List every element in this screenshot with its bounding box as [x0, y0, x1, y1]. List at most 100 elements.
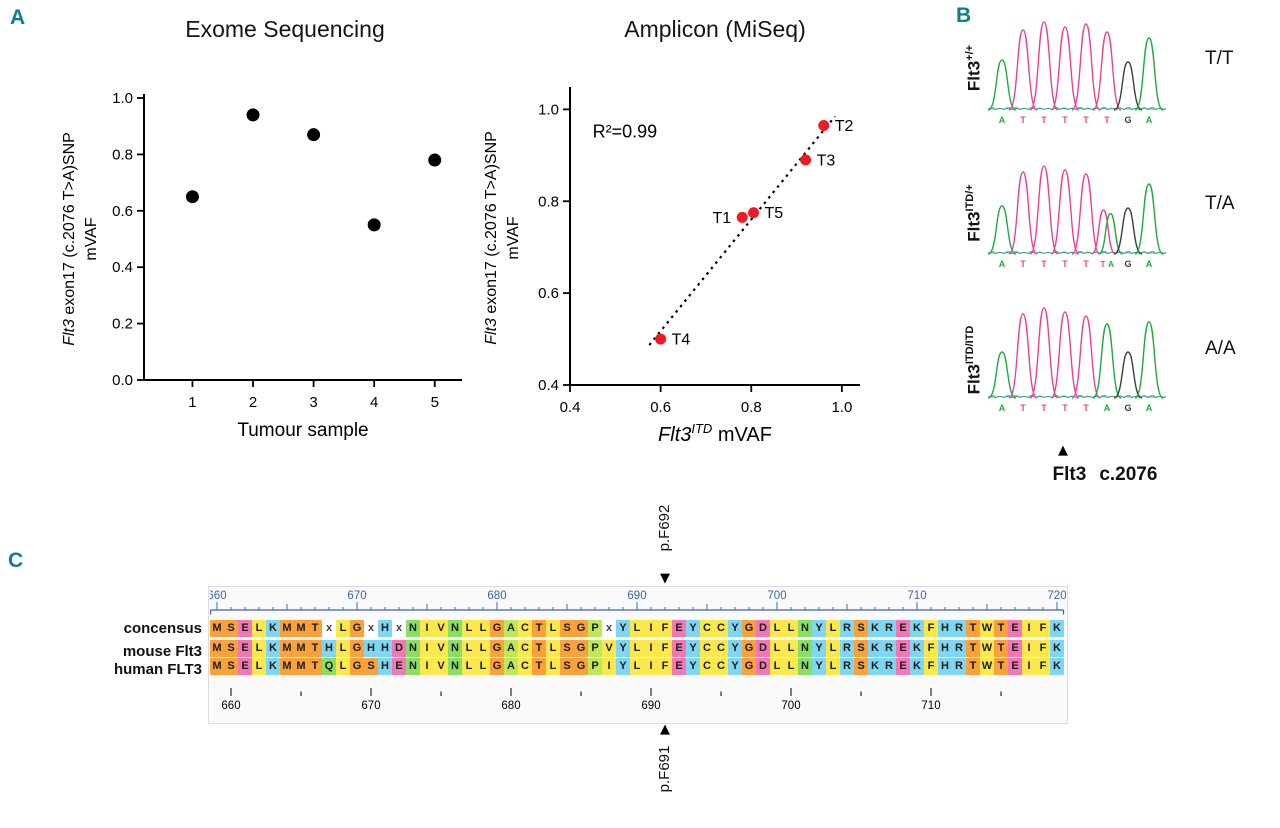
- svg-text:T5: T5: [765, 205, 784, 222]
- svg-text:710: 710: [921, 700, 940, 712]
- svg-text:T: T: [1062, 115, 1068, 125]
- down-triangle-icon: ▼: [660, 571, 670, 586]
- aa-cell: E: [672, 640, 686, 657]
- aa-cell: H: [938, 640, 952, 657]
- aa-cell: T: [966, 640, 980, 657]
- aa-cell: L: [826, 620, 840, 637]
- aa-cell: W: [980, 620, 994, 637]
- aa-cell: H: [364, 640, 378, 657]
- svg-text:0.4: 0.4: [112, 259, 133, 276]
- aa-cell: L: [770, 658, 784, 675]
- aa-cell: S: [560, 658, 574, 675]
- aa-cell: E: [392, 658, 406, 675]
- svg-text:A: A: [1108, 260, 1114, 269]
- svg-text:G: G: [1124, 115, 1131, 125]
- aa-cell: F: [924, 658, 938, 675]
- svg-text:mVAF: mVAF: [505, 216, 522, 259]
- aa-cell: L: [462, 620, 476, 637]
- aa-cell: L: [252, 620, 266, 637]
- chromatogram-peak: [1071, 23, 1101, 111]
- aa-cell: M: [210, 620, 224, 637]
- aa-cell: L: [826, 640, 840, 657]
- aa-cell: F: [1036, 620, 1050, 637]
- aa-cell: D: [756, 658, 770, 675]
- aa-cell: R: [952, 620, 966, 637]
- aa-cell: S: [364, 658, 378, 675]
- aa-cell: L: [784, 658, 798, 675]
- chromatogram-peak: [1134, 321, 1164, 399]
- aa-cell: S: [854, 640, 868, 657]
- chromatogram-peak: [1113, 61, 1143, 111]
- aa-cell: M: [210, 640, 224, 657]
- aa-cell: Y: [616, 640, 630, 657]
- svg-text:T: T: [1083, 115, 1089, 125]
- aa-cell: S: [560, 620, 574, 637]
- svg-text:T: T: [1041, 259, 1047, 269]
- aa-cell: S: [854, 658, 868, 675]
- aa-cell: C: [714, 658, 728, 675]
- data-point-T1: [736, 211, 748, 223]
- svg-text:700: 700: [781, 700, 800, 712]
- data-point-T2: [818, 119, 830, 131]
- aa-cell: T: [994, 658, 1008, 675]
- aa-cell: K: [266, 658, 280, 675]
- aa-cell: G: [490, 658, 504, 675]
- svg-text:T3: T3: [817, 152, 836, 169]
- gene-name: Flt3: [964, 211, 984, 242]
- aa-cell: K: [868, 620, 882, 637]
- svg-text:T: T: [1083, 403, 1089, 413]
- aa-cell: L: [476, 640, 490, 657]
- aa-cell: R: [882, 620, 896, 637]
- aa-cell: M: [294, 620, 308, 637]
- chromatogram-peak: [1092, 31, 1122, 111]
- aa-cell: I: [1022, 640, 1036, 657]
- data-point-T5: [748, 207, 760, 219]
- alignment-row-label: human FLT3: [113, 661, 202, 678]
- svg-text:0.8: 0.8: [112, 146, 133, 163]
- up-triangle-icon: ▲: [1058, 443, 1068, 458]
- aa-cell: I: [420, 658, 434, 675]
- chromatogram-peak: [1071, 173, 1101, 255]
- aa-cell: L: [336, 658, 350, 675]
- chromatogram-peak: [1050, 26, 1080, 111]
- chromatogram-peak: [1050, 169, 1080, 255]
- aa-cell: R: [952, 640, 966, 657]
- svg-text:1: 1: [188, 394, 196, 411]
- aa-cell: N: [798, 640, 812, 657]
- alignment-bottom-ruler: 660 670 680 690 700 710: [221, 688, 1002, 712]
- svg-text:A: A: [1104, 403, 1111, 413]
- exome-scatter-chart: 0.0 0.2 0.4 0.6 0.8 1.0 1 2 3 4 5 Flt3 exon17 (c.20…: [62, 90, 462, 441]
- chromatogram-peak: [988, 351, 1017, 399]
- aa-cell: L: [546, 658, 560, 675]
- panel-b-label: B: [956, 4, 972, 27]
- aa-cell: R: [882, 640, 896, 657]
- aa-cell: Q: [322, 658, 336, 675]
- aa-cell: E: [1008, 640, 1022, 657]
- aa-cell: x: [364, 620, 378, 637]
- aa-cell: K: [1050, 658, 1064, 675]
- aa-cell: L: [252, 640, 266, 657]
- aa-cell: Y: [686, 640, 700, 657]
- svg-text:3: 3: [309, 394, 317, 411]
- svg-text:710: 710: [907, 590, 926, 602]
- aa-cell: L: [826, 658, 840, 675]
- aa-cell: E: [238, 620, 252, 637]
- aa-cell: D: [756, 640, 770, 657]
- svg-text:2: 2: [249, 394, 257, 411]
- aa-cell: E: [672, 620, 686, 637]
- aa-cell: T: [308, 658, 322, 675]
- aa-cell: E: [672, 658, 686, 675]
- alignment-top-ruler: 660 670 680 690 700 710 720: [210, 590, 1066, 615]
- svg-text:G: G: [1124, 259, 1131, 269]
- aa-cell: Y: [616, 658, 630, 675]
- aa-cell: T: [308, 620, 322, 637]
- aa-cell: S: [854, 620, 868, 637]
- aa-cell: W: [980, 640, 994, 657]
- svg-text:T: T: [1020, 115, 1026, 125]
- aa-cell: I: [644, 620, 658, 637]
- svg-text:mVAF: mVAF: [83, 217, 100, 260]
- data-point: [367, 218, 381, 232]
